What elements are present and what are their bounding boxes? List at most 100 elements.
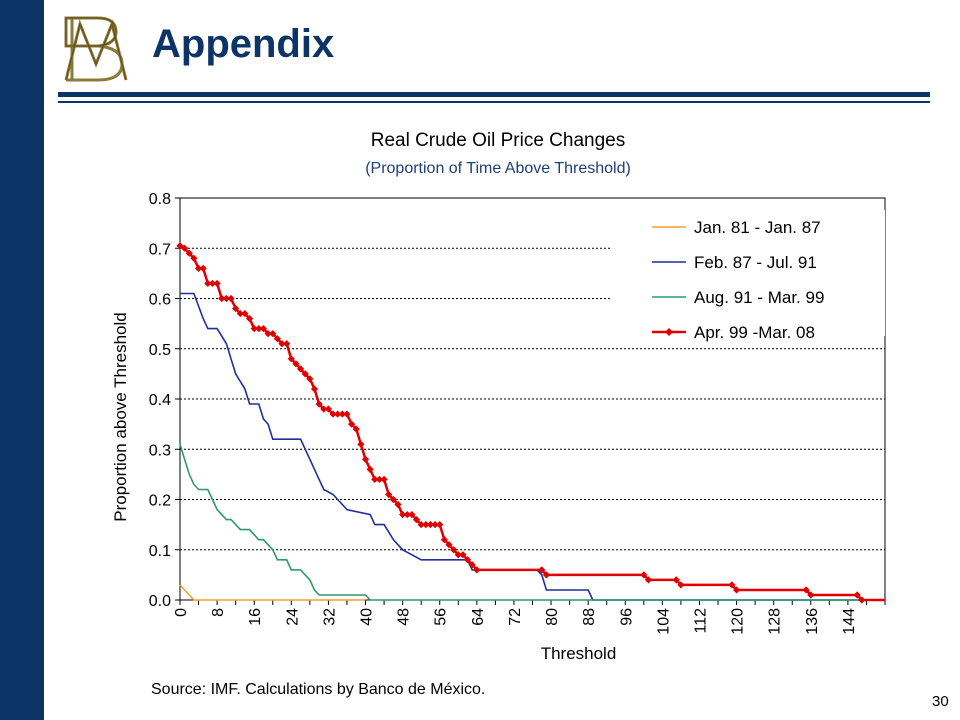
y-tick-label: 0.0 [149,593,171,610]
series-point [385,490,393,499]
series-point [250,325,258,333]
x-tick-label: 128 [767,608,784,635]
x-tick-label: 56 [433,608,450,626]
series-point [310,385,319,393]
x-tick-label: 88 [581,608,598,626]
series-point [287,355,295,363]
series-point [227,294,235,303]
x-tick-label: 16 [247,608,264,626]
series-point [245,315,254,323]
series-point [672,576,680,584]
series-point [445,541,453,549]
series-point [329,410,337,418]
x-tick-label: 136 [804,608,821,635]
series-point [334,410,342,418]
x-tick-label: 48 [396,608,413,626]
legend-label: Jan. 81 - Jan. 87 [694,218,821,237]
series-point [450,546,458,554]
series-point [236,309,244,318]
series-point [454,551,462,559]
series-point [269,330,277,338]
series-point [677,581,685,589]
legend-label: Apr. 99 -Mar. 08 [694,323,815,342]
series-point [222,294,230,303]
series-point [199,264,207,272]
title-rule-thin [58,101,930,103]
series-point [348,420,356,428]
series-point [538,566,546,574]
series-point [278,340,286,348]
series-line-0 [179,584,366,601]
series-point [408,510,416,519]
series-point [380,475,388,483]
series-point [853,591,861,599]
title-rule-thick [58,92,930,97]
series-point [366,465,374,473]
banxico-logo-icon [64,16,128,82]
x-tick-label: 8 [210,608,227,617]
y-tick-label: 0.2 [149,493,171,510]
series-point [403,510,411,519]
series-point [640,571,648,579]
series-point [644,576,653,584]
x-tick-label: 72 [507,608,524,626]
x-tick-label: 104 [655,608,672,635]
series-point [468,561,476,569]
y-tick-label: 0.7 [149,241,171,258]
series-point [732,586,741,594]
series-point [361,455,370,463]
x-tick-label: 96 [618,608,635,626]
series-point [292,360,300,368]
x-tick-label: 64 [470,608,487,626]
y-tick-label: 0.6 [149,292,171,309]
series-point [338,410,346,418]
series-point [399,510,407,519]
series-point [218,294,226,303]
series-point [422,521,430,529]
series-point [858,596,866,604]
series-point [296,365,305,373]
slide-title: Appendix [152,22,335,66]
y-axis-label: Proportion above Threshold [111,312,130,522]
legend-label: Aug. 91 - Mar. 99 [694,288,824,307]
series-point [463,556,472,564]
series-point [241,309,249,318]
series-point [375,475,384,483]
x-tick-label: 0 [173,608,190,617]
legend-label: Feb. 87 - Jul. 91 [694,253,817,272]
series-point [194,264,203,272]
series-point [204,279,212,288]
series-point [320,405,328,413]
series-point [185,249,193,257]
series-point [802,586,810,594]
series-line-2 [179,443,885,601]
series-point [315,400,323,408]
y-tick-label: 0.8 [149,191,171,208]
x-tick-label: 40 [359,608,376,626]
x-tick-label: 24 [284,608,301,626]
page-number: 30 [932,693,949,710]
series-point [232,304,240,313]
series-point [440,536,448,544]
series-point [426,521,435,529]
series-point [542,571,551,579]
series-point [357,440,365,448]
series-point [283,340,291,348]
y-tick-label: 0.3 [149,442,171,459]
series-point [306,375,314,383]
series-point [324,405,333,413]
y-tick-label: 0.4 [149,392,171,409]
series-point [213,279,221,288]
x-tick-label: 144 [841,608,858,635]
y-tick-label: 0.5 [149,342,171,359]
series-point [436,521,444,529]
series-point [459,551,467,559]
series-point [208,279,217,288]
series-point [389,495,397,504]
series-point [473,566,481,574]
series-point [371,475,379,483]
series-point [343,410,351,418]
x-tick-label: 32 [321,608,338,626]
legend-marker [665,328,673,336]
